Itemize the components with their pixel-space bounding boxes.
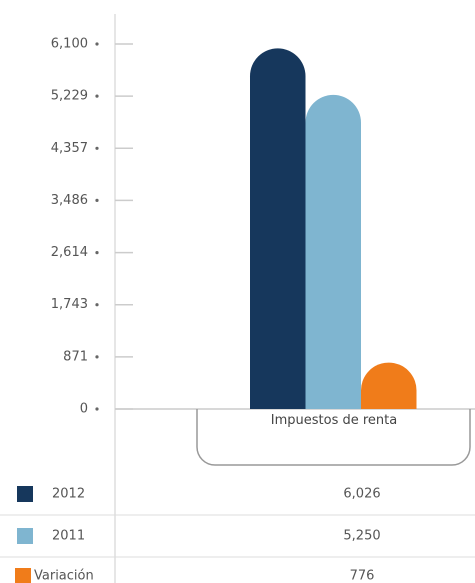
y-tick-dot — [95, 250, 99, 255]
legend-label: 2011 — [52, 529, 85, 544]
y-tick-dot — [95, 303, 99, 307]
y-tick-dot — [95, 355, 99, 359]
category-box — [196, 409, 471, 466]
y-tick-dot — [95, 407, 99, 411]
bar — [305, 94, 361, 410]
y-tick-label: 871 — [63, 349, 88, 364]
y-tick-dot — [95, 198, 99, 203]
legend-label: Variación — [34, 569, 94, 583]
legend-swatch — [15, 568, 31, 583]
table-value: 5,250 — [343, 529, 380, 544]
y-tick-dot — [95, 146, 99, 150]
legend-swatch — [17, 486, 33, 502]
y-tick-label: 4,357 — [51, 141, 88, 156]
y-tick-dot — [95, 42, 99, 46]
y-tick-label: 2,614 — [51, 245, 88, 260]
table-value: 776 — [350, 569, 375, 583]
y-tick-label: 6,100 — [51, 37, 88, 52]
category-label: Impuestos de renta — [270, 413, 398, 428]
legend-label: 2012 — [52, 487, 85, 502]
y-tick-dot — [95, 94, 99, 98]
y-tick-label: 3,486 — [51, 193, 88, 208]
table-value: 6,026 — [343, 487, 380, 502]
y-tick-label: 5,229 — [51, 89, 88, 104]
legend-swatch — [17, 528, 33, 544]
bar — [250, 48, 306, 409]
y-tick-label: 1,743 — [51, 297, 88, 312]
y-tick-label: 0 — [80, 402, 88, 417]
bar — [361, 362, 417, 409]
